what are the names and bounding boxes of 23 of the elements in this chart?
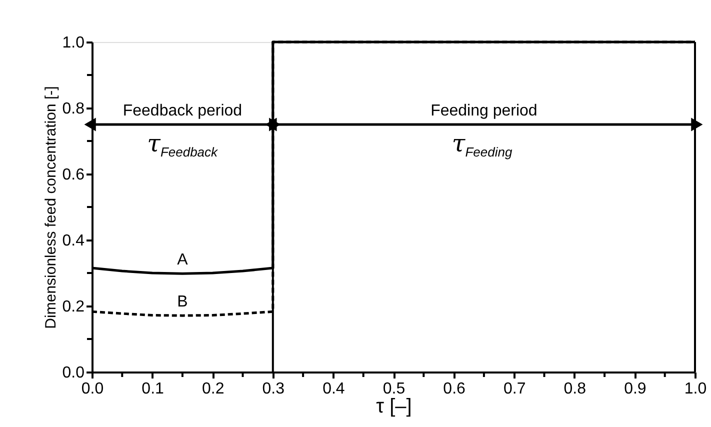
y-tick-label: 0.2 <box>62 298 85 316</box>
x-tick-label: 0.5 <box>382 380 406 398</box>
x-tick-label: 0.6 <box>443 380 466 398</box>
x-tick-label: 0.7 <box>503 380 526 398</box>
y-tick-label: 0.6 <box>62 166 85 184</box>
x-tick-label: 0.9 <box>624 380 646 398</box>
x-axis-title: τ [–] <box>376 396 412 418</box>
y-tick-label: 0.4 <box>62 232 85 250</box>
x-tick-label: 0.3 <box>262 380 285 398</box>
x-tick-label: 0.0 <box>81 380 104 398</box>
y-axis-title: Dimensionless feed concentration [-] <box>42 86 60 329</box>
y-tick-label: 0.0 <box>62 364 85 382</box>
x-tick-label: 1.0 <box>684 380 707 398</box>
x-tick-label: 0.2 <box>202 380 224 398</box>
y-tick-label: 0.8 <box>62 100 85 118</box>
y-tick-label: 1.0 <box>62 34 85 52</box>
series-label: B <box>177 294 188 311</box>
x-tick-label: 0.1 <box>142 380 164 398</box>
x-tick-label: 0.8 <box>564 380 586 398</box>
annotation: Feeding period <box>430 102 538 120</box>
series-label: A <box>177 252 188 269</box>
annotation: Feedback period <box>122 102 242 120</box>
x-tick-label: 0.4 <box>322 380 345 398</box>
